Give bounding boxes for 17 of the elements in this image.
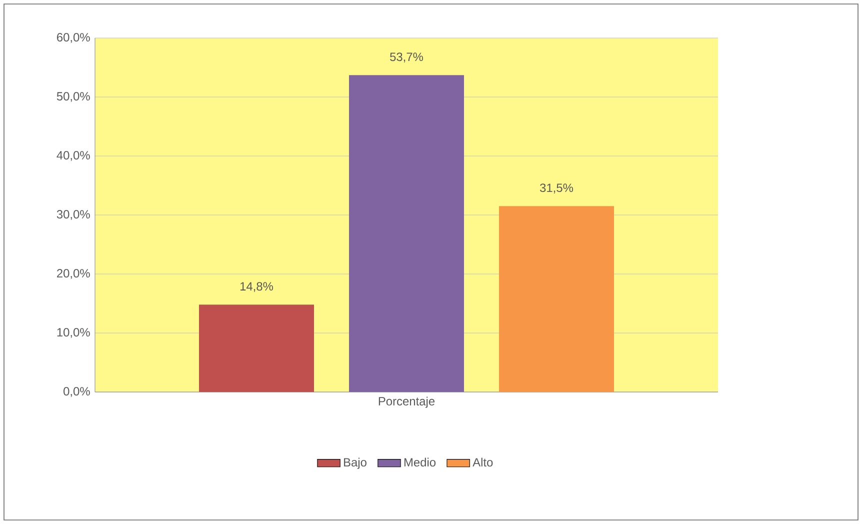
bar — [499, 206, 614, 392]
y-tick-label: 10,0% — [57, 328, 90, 338]
y-tick-label: 20,0% — [57, 269, 90, 279]
legend-label: Alto — [472, 458, 493, 467]
y-tick-label: 60,0% — [57, 33, 90, 43]
data-label: 53,7% — [390, 52, 424, 62]
data-label: 14,8% — [240, 282, 274, 292]
y-tick-label: 30,0% — [56, 210, 90, 220]
y-tick-label: 0,0% — [64, 387, 90, 397]
data-label: 31,5% — [540, 184, 574, 194]
y-tick-label: 50,0% — [56, 92, 90, 102]
bar — [349, 75, 464, 392]
legend-label: Bajo — [344, 458, 366, 469]
bar — [199, 304, 314, 392]
y-tick-label: 40,0% — [56, 151, 90, 161]
legend-label: Medio — [404, 458, 436, 467]
x-tick-label: Porcentaje — [378, 396, 435, 408]
